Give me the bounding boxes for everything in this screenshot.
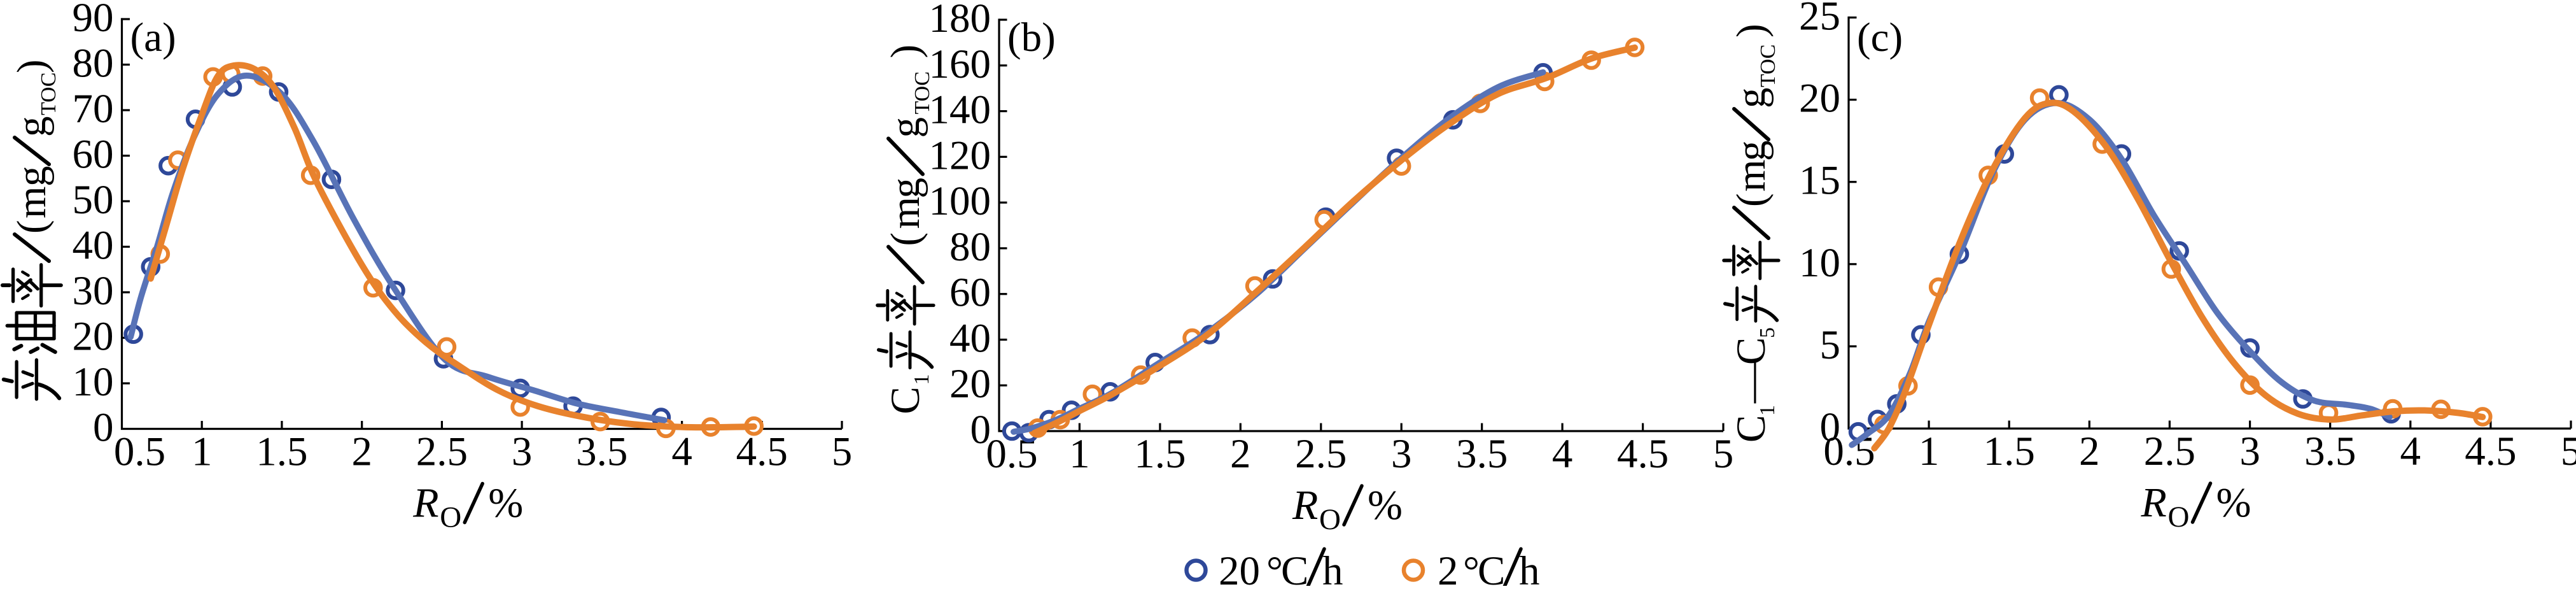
svg-text:5: 5 bbox=[832, 429, 853, 475]
svg-text:140: 140 bbox=[929, 87, 991, 133]
svg-text:160: 160 bbox=[929, 41, 991, 87]
svg-text:4: 4 bbox=[671, 429, 692, 475]
svg-text:2.5: 2.5 bbox=[1295, 431, 1347, 477]
svg-text:3.5: 3.5 bbox=[576, 429, 627, 475]
svg-text:%: % bbox=[2216, 479, 2251, 526]
svg-text:C: C bbox=[1728, 415, 1774, 443]
svg-text:3.5: 3.5 bbox=[1456, 431, 1508, 477]
svg-text:120: 120 bbox=[929, 132, 991, 178]
svg-text:g: g bbox=[883, 117, 928, 138]
svg-text:3.5: 3.5 bbox=[2304, 429, 2356, 474]
svg-text:5: 5 bbox=[2561, 429, 2576, 474]
svg-text:60: 60 bbox=[73, 132, 114, 178]
svg-text:5: 5 bbox=[1713, 431, 1734, 477]
svg-text:40: 40 bbox=[73, 223, 114, 269]
svg-text:(c): (c) bbox=[1857, 15, 1903, 60]
svg-text:°C: °C bbox=[1463, 548, 1503, 586]
svg-text:%: % bbox=[1368, 482, 1403, 529]
svg-text:4: 4 bbox=[1552, 431, 1573, 477]
svg-text:15: 15 bbox=[1799, 158, 1840, 204]
svg-text:O: O bbox=[1319, 503, 1341, 536]
svg-text:—: — bbox=[1728, 361, 1774, 404]
svg-text:3: 3 bbox=[2239, 429, 2260, 474]
svg-text:60: 60 bbox=[949, 270, 991, 316]
svg-text:5: 5 bbox=[1820, 322, 1841, 368]
svg-text:10: 10 bbox=[1799, 240, 1840, 286]
svg-text:(: ( bbox=[1728, 193, 1774, 207]
svg-text:2: 2 bbox=[2079, 429, 2100, 474]
svg-text:20: 20 bbox=[73, 314, 114, 360]
svg-text:25: 25 bbox=[1799, 0, 1840, 39]
svg-text:70: 70 bbox=[73, 86, 114, 132]
svg-text:O: O bbox=[2168, 500, 2190, 534]
svg-text:h: h bbox=[1519, 548, 1540, 586]
svg-text:80: 80 bbox=[73, 41, 114, 87]
svg-text:C: C bbox=[883, 387, 928, 414]
svg-text:O: O bbox=[440, 501, 461, 534]
svg-text:0: 0 bbox=[1820, 404, 1841, 450]
svg-text:90: 90 bbox=[73, 0, 114, 41]
svg-text:1: 1 bbox=[192, 429, 213, 475]
svg-text:4.5: 4.5 bbox=[2465, 429, 2516, 474]
svg-text:°C: °C bbox=[1266, 548, 1306, 586]
svg-text:3: 3 bbox=[512, 429, 533, 475]
svg-text:20: 20 bbox=[1799, 76, 1840, 122]
svg-text:g: g bbox=[9, 166, 55, 187]
svg-text:(: ( bbox=[9, 220, 55, 234]
svg-text:R: R bbox=[412, 480, 438, 527]
svg-text:1.5: 1.5 bbox=[1134, 431, 1186, 477]
svg-text:g: g bbox=[1728, 141, 1774, 162]
svg-text:2: 2 bbox=[351, 429, 372, 475]
svg-text:1.5: 1.5 bbox=[1984, 429, 2035, 474]
svg-text:100: 100 bbox=[929, 178, 991, 224]
svg-text:0: 0 bbox=[970, 407, 991, 453]
svg-text:m: m bbox=[883, 197, 928, 229]
svg-text:1: 1 bbox=[1919, 429, 1940, 474]
svg-text:30: 30 bbox=[73, 268, 114, 314]
svg-text:): ) bbox=[9, 59, 55, 73]
svg-text:0.5: 0.5 bbox=[114, 429, 165, 475]
svg-text:(a): (a) bbox=[130, 15, 176, 60]
svg-text:): ) bbox=[1728, 24, 1774, 38]
svg-text:3: 3 bbox=[1391, 431, 1412, 477]
svg-text:4: 4 bbox=[2400, 429, 2421, 474]
svg-text:g: g bbox=[883, 178, 928, 199]
svg-text:0: 0 bbox=[93, 405, 114, 451]
svg-text:5: 5 bbox=[1756, 327, 1779, 338]
svg-text:1: 1 bbox=[1069, 431, 1090, 477]
svg-text:80: 80 bbox=[949, 224, 991, 270]
svg-text:4.5: 4.5 bbox=[736, 429, 788, 475]
svg-text:20: 20 bbox=[949, 361, 991, 407]
svg-text:1: 1 bbox=[910, 374, 934, 385]
svg-text:(: ( bbox=[883, 232, 928, 246]
svg-text:1: 1 bbox=[1756, 405, 1779, 416]
svg-text:R: R bbox=[1292, 482, 1318, 529]
svg-text:(b): (b) bbox=[1007, 15, 1056, 60]
svg-text:g: g bbox=[9, 117, 55, 138]
svg-text:h: h bbox=[1322, 548, 1343, 586]
svg-text:180: 180 bbox=[929, 0, 991, 41]
svg-text:g: g bbox=[1728, 88, 1774, 109]
svg-text:C: C bbox=[1728, 337, 1774, 365]
svg-text:TOC: TOC bbox=[1756, 45, 1780, 87]
svg-text:10: 10 bbox=[73, 359, 114, 405]
svg-text:TOC: TOC bbox=[37, 73, 60, 115]
svg-text:40: 40 bbox=[949, 315, 991, 361]
svg-text:1.5: 1.5 bbox=[256, 429, 307, 475]
svg-text:R: R bbox=[2141, 479, 2167, 526]
svg-text:20: 20 bbox=[1219, 548, 1260, 586]
svg-text:2: 2 bbox=[1230, 431, 1251, 477]
svg-text:): ) bbox=[883, 45, 928, 59]
svg-text:m: m bbox=[9, 186, 55, 218]
svg-text:m: m bbox=[1728, 159, 1774, 192]
svg-text:50: 50 bbox=[73, 177, 114, 223]
svg-text:4.5: 4.5 bbox=[1617, 431, 1669, 477]
svg-text:2.5: 2.5 bbox=[2144, 429, 2195, 474]
svg-text:2: 2 bbox=[1438, 548, 1459, 586]
svg-text:TOC: TOC bbox=[911, 71, 934, 114]
svg-text:%: % bbox=[488, 480, 523, 527]
svg-text:2.5: 2.5 bbox=[416, 429, 468, 475]
